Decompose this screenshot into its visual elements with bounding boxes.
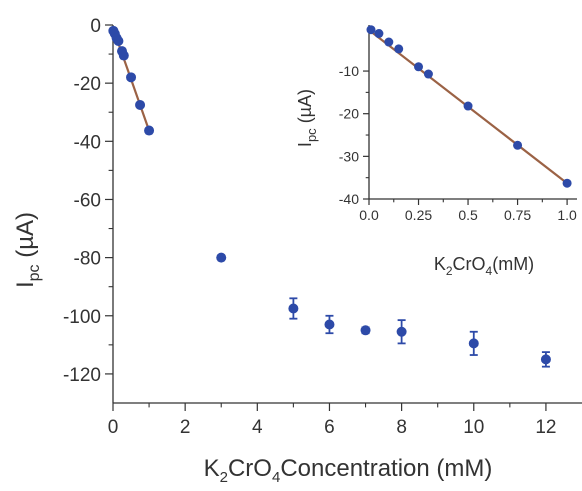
inset-y-axis-label: Ipc (µA)	[295, 89, 319, 147]
main-x-label-sub1: 2	[220, 469, 228, 486]
main-y-tick-label: -40	[74, 132, 101, 153]
inset-data-point	[513, 140, 523, 150]
inset-x-tick-label: 1.0	[557, 207, 577, 223]
inset-x-label-sub1: 2	[446, 264, 453, 278]
inset-data-point	[414, 62, 424, 72]
main-x-label-rest: Concentration (mM)	[280, 455, 492, 482]
inset-y-tick-label: -30	[339, 148, 359, 164]
main-y-tick-label: -100	[63, 307, 101, 328]
main-y-tick-label: -80	[74, 249, 101, 270]
inset-x-axis-label: K2CrO4(mM)	[434, 254, 534, 278]
inset-data-point	[384, 37, 394, 47]
inset-data-point	[366, 25, 376, 35]
main-data-point	[144, 125, 155, 136]
inset-x-tick-label: 0.5	[458, 207, 478, 223]
inset-data-point	[463, 101, 473, 111]
inset-x-label-sub2: 4	[486, 264, 493, 278]
main-data-point	[135, 99, 146, 110]
main-data-point	[126, 72, 137, 83]
main-x-label-base: K	[204, 455, 220, 482]
main-x-tick-label: 6	[324, 417, 335, 438]
inset-y-tick-label: -10	[339, 63, 359, 79]
inset-x-tick-label: 0.75	[504, 207, 531, 223]
inset-y-label-rest: (µA)	[295, 89, 315, 128]
main-data-point	[468, 338, 479, 349]
inset-x-label-rest: (mM)	[492, 254, 534, 274]
main-data-point	[118, 50, 129, 61]
main-data-point	[288, 303, 299, 314]
main-y-tick-label: -60	[74, 190, 101, 211]
inset-data-point	[394, 44, 404, 54]
inset-x-label-base: K	[434, 254, 446, 274]
main-data-point	[324, 319, 335, 330]
main-x-tick-label: 12	[535, 417, 556, 438]
main-data-point	[360, 325, 371, 336]
main-y-tick-label: -120	[63, 365, 101, 386]
main-y-label-base: I	[12, 281, 39, 288]
inset-y-tick-label: -40	[339, 191, 359, 207]
inset-data-point	[374, 29, 384, 39]
inset-data-point	[562, 178, 572, 188]
inset-x-label-mid: CrO	[453, 254, 486, 274]
inset-x-tick-label: 0.25	[405, 207, 432, 223]
main-data-point	[113, 35, 124, 46]
main-y-label-sub: pc	[26, 264, 43, 281]
main-x-tick-label: 4	[252, 417, 263, 438]
inset-data-point	[423, 69, 433, 79]
main-x-label-mid: CrO	[228, 455, 272, 482]
inset-y-tick-label: -20	[339, 106, 359, 122]
main-y-tick-label: 0	[90, 16, 101, 37]
main-x-tick-label: 2	[180, 417, 191, 438]
main-x-axis-label: K2CrO4Concentration (mM)	[204, 455, 493, 486]
main-data-point	[216, 252, 227, 263]
inset-x-tick-label: 0.0	[359, 207, 379, 223]
main-y-axis-label: Ipc (µA)	[12, 212, 43, 288]
main-y-label-rest: (µA)	[12, 212, 39, 265]
main-x-tick-label: 0	[108, 417, 119, 438]
main-x-tick-label: 8	[396, 417, 407, 438]
inset-y-label-base: I	[295, 142, 315, 147]
main-data-point	[396, 326, 407, 337]
main-x-tick-label: 10	[463, 417, 484, 438]
inset-y-label-sub: pc	[304, 128, 319, 142]
main-x-label-sub2: 4	[272, 469, 280, 486]
main-data-point	[540, 354, 551, 365]
main-y-tick-label: -20	[74, 74, 101, 95]
